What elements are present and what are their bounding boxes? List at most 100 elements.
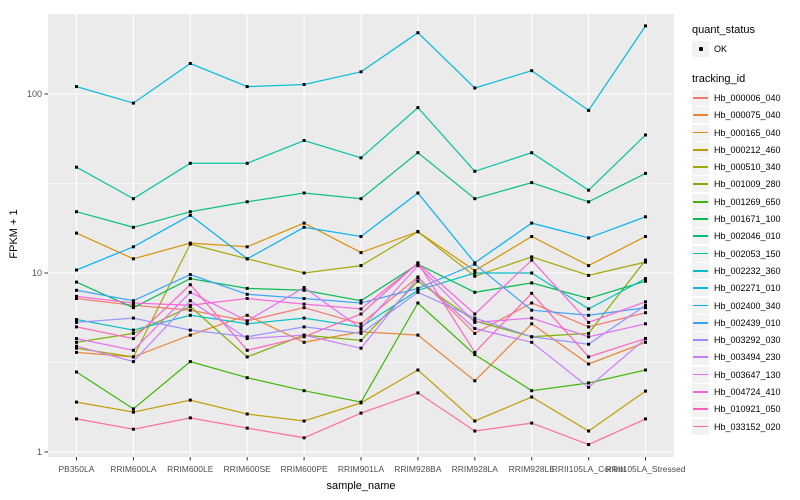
data-point — [530, 421, 534, 425]
data-point — [416, 301, 420, 305]
x-tick-label: RRIM928LA — [451, 464, 498, 474]
legend-line-icon — [693, 425, 708, 428]
data-point — [75, 370, 78, 374]
data-point — [245, 245, 249, 249]
data-point — [644, 258, 647, 262]
data-point — [359, 312, 363, 316]
data-point — [131, 245, 135, 249]
data-point — [473, 274, 477, 278]
data-point — [530, 389, 534, 393]
legend-item-Hb_002232_360: Hb_002232_360 — [692, 262, 800, 279]
data-point — [644, 24, 647, 28]
legend-item-Hb_000510_340: Hb_000510_340 — [692, 158, 800, 176]
data-point — [245, 376, 249, 380]
legend-item-Hb_000212_460: Hb_000212_460 — [692, 141, 800, 158]
legend-key-swatch — [692, 383, 709, 400]
data-point — [302, 389, 306, 393]
data-point — [75, 344, 78, 348]
data-point — [587, 429, 591, 433]
data-point — [131, 197, 135, 201]
data-point — [75, 417, 78, 421]
legend-line-icon — [693, 252, 708, 255]
data-point — [416, 391, 420, 395]
data-point — [245, 161, 249, 165]
legend-item-Hb_001009_280: Hb_001009_280 — [692, 176, 800, 193]
data-point — [530, 235, 534, 238]
legend-line-icon — [693, 304, 708, 307]
data-point — [416, 276, 420, 280]
data-point — [188, 398, 192, 402]
legend-item-label: OK — [714, 43, 728, 54]
data-point — [359, 156, 363, 160]
data-point — [302, 306, 306, 310]
legend-item-Hb_000165_040: Hb_000165_040 — [692, 124, 800, 141]
data-point — [75, 297, 78, 300]
data-point — [644, 303, 647, 307]
legend-item-Hb_002053_150: Hb_002053_150 — [692, 245, 800, 262]
data-point — [359, 338, 363, 342]
x-tick-label: RRII105LA_Stressed — [605, 464, 686, 474]
data-point — [473, 379, 477, 383]
legend-item-Hb_004724_410: Hb_004724_410 — [692, 383, 800, 400]
x-tick-label: RRIM600PE — [280, 464, 328, 474]
legend-title-tracking-id: tracking_id — [692, 73, 746, 86]
data-point — [188, 303, 192, 307]
legend-item-Hb_002271_010: Hb_002271_010 — [692, 280, 800, 297]
data-point — [587, 335, 591, 339]
legend-item-Hb_002400_340: Hb_002400_340 — [692, 297, 800, 314]
point-marker-icon — [698, 46, 703, 51]
data-point — [644, 311, 647, 315]
data-point — [188, 277, 192, 281]
legend-item-label: Hb_003494_230 — [714, 352, 781, 363]
data-point — [131, 301, 135, 305]
legend-key-swatch — [692, 89, 709, 106]
data-point — [416, 261, 420, 265]
data-point — [131, 306, 135, 310]
data-point — [302, 436, 306, 440]
data-point — [245, 355, 249, 359]
legend-key-swatch — [692, 107, 709, 124]
data-point — [644, 368, 647, 372]
data-point — [75, 288, 78, 292]
data-point — [530, 335, 534, 339]
data-point — [644, 300, 647, 304]
legend-item-label: Hb_001009_280 — [714, 179, 781, 190]
data-point — [587, 362, 591, 366]
x-tick-label: RRIM928LE — [508, 464, 555, 474]
data-point — [530, 151, 534, 155]
y-axis-tick-labels: 1 10 100 — [0, 0, 42, 500]
data-point — [188, 328, 192, 332]
data-point — [416, 230, 420, 234]
data-point — [359, 322, 363, 326]
x-axis-title: sample_name — [326, 480, 396, 492]
data-point — [75, 165, 78, 169]
data-point — [530, 291, 534, 295]
legend-item-ok: OK — [692, 40, 800, 57]
data-point — [188, 313, 192, 317]
data-point — [188, 360, 192, 364]
data-point — [359, 70, 363, 74]
legend-item-label: Hb_002232_360 — [714, 265, 781, 276]
legend-key-swatch — [692, 124, 709, 141]
data-point — [302, 297, 306, 300]
legend-item-Hb_000075_040: Hb_000075_040 — [692, 107, 800, 124]
legend-item-Hb_002046_010: Hb_002046_010 — [692, 228, 800, 245]
legend-line-icon — [693, 96, 708, 99]
data-point — [302, 139, 306, 142]
data-point — [359, 197, 363, 201]
data-point — [473, 269, 477, 273]
data-point — [530, 395, 534, 399]
data-point — [416, 191, 420, 195]
legend-key-swatch — [692, 262, 709, 279]
data-point — [644, 277, 647, 281]
data-point — [188, 210, 192, 214]
data-point — [359, 301, 363, 305]
data-point — [473, 331, 477, 335]
data-point — [131, 328, 135, 332]
data-point — [530, 308, 534, 312]
data-point — [530, 258, 534, 262]
data-point — [416, 106, 420, 110]
data-point — [131, 348, 135, 352]
data-point — [131, 355, 135, 359]
